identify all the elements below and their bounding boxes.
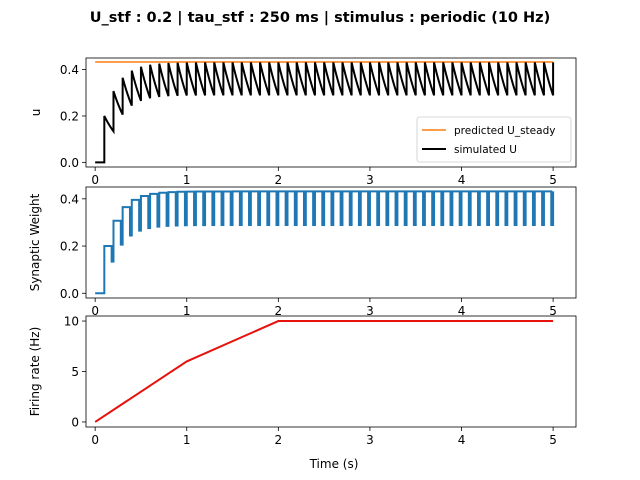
series-line-2-1 (95, 190, 555, 295)
x-tick-label-3-2: 1 (183, 433, 191, 447)
x-tick-label-3-6: 5 (549, 433, 557, 447)
x-tick-label-2-1: 0 (91, 304, 99, 318)
series-line-3-1 (94, 320, 554, 423)
x-axis-label-3: Time (s) (309, 457, 359, 471)
axes-frame-3 (85, 315, 577, 428)
x-tick-label-3-5: 4 (458, 433, 466, 447)
y-tick-label-2-2: 0.2 (60, 240, 79, 254)
x-tick-label-3-1: 0 (91, 433, 99, 447)
axes-frame-2 (85, 186, 577, 299)
x-tick-label-3-3: 2 (275, 433, 283, 447)
figure-title: U_stf : 0.2 | tau_stf : 250 ms | stimulu… (90, 10, 551, 26)
x-tick-label-2-5: 4 (458, 304, 466, 318)
x-tick-label-1-5: 4 (458, 173, 466, 187)
legend-box (416, 116, 572, 163)
x-tick-label-1-3: 2 (275, 173, 283, 187)
axes-frame-1 (85, 57, 577, 168)
y-tick-label-1-3: 0.4 (60, 63, 79, 77)
y-axis-label-3: Firing rate (Hz) (28, 327, 42, 417)
x-tick-label-1-1: 0 (91, 173, 99, 187)
y-tick-label-3-3: 10 (64, 315, 79, 329)
x-tick-label-2-2: 1 (183, 304, 191, 318)
x-tick-label-2-4: 3 (366, 304, 374, 318)
y-tick-label-1-1: 0.0 (60, 156, 79, 170)
y-axis-label-1: u (29, 109, 43, 117)
x-tick-label-3-4: 3 (366, 433, 374, 447)
y-tick-label-2-1: 0.0 (60, 287, 79, 301)
y-tick-label-1-2: 0.2 (60, 109, 79, 123)
x-tick-label-1-6: 5 (549, 173, 557, 187)
x-tick-label-1-4: 3 (366, 173, 374, 187)
x-tick-label-2-6: 5 (549, 304, 557, 318)
y-axis-label-2: Synaptic Weight (28, 193, 42, 291)
legend-label-1: predicted U_steady (454, 125, 555, 137)
y-tick-label-3-1: 0 (71, 415, 79, 429)
x-tick-label-1-2: 1 (183, 173, 191, 187)
y-tick-label-3-2: 5 (71, 365, 79, 379)
series-line-1-2 (95, 62, 555, 164)
x-tick-label-2-3: 2 (275, 304, 283, 318)
y-tick-label-2-3: 0.4 (60, 192, 79, 206)
legend-label-2: simulated U (454, 144, 517, 156)
